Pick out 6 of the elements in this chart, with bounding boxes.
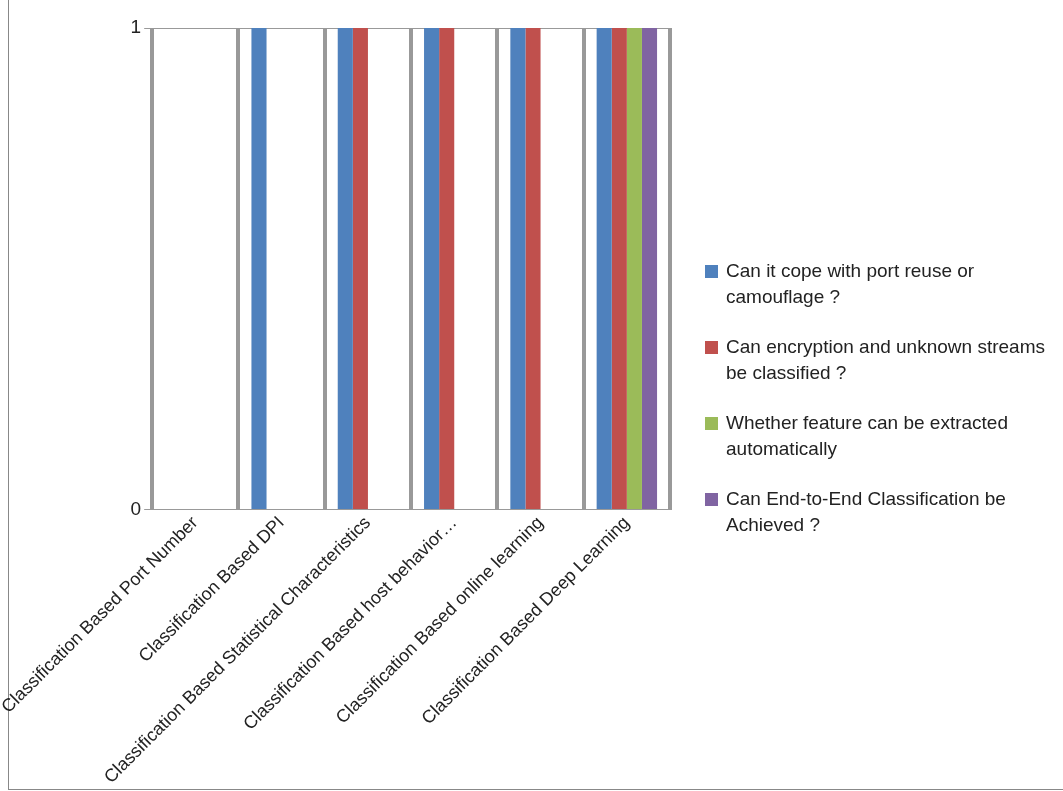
y-tick-label: 1 xyxy=(130,16,142,38)
legend-label: Whether feature can be extracted automatically xyxy=(726,411,1009,461)
legend-label: Can encryption and unknown streams be classified ? xyxy=(726,335,1046,385)
legend-label: Can it cope with port reuse or camouflage ? xyxy=(726,259,976,309)
legend-label: Can End-to-End Classification be Achieved ? xyxy=(726,487,1007,537)
y-tick-label: 0 xyxy=(130,497,142,519)
